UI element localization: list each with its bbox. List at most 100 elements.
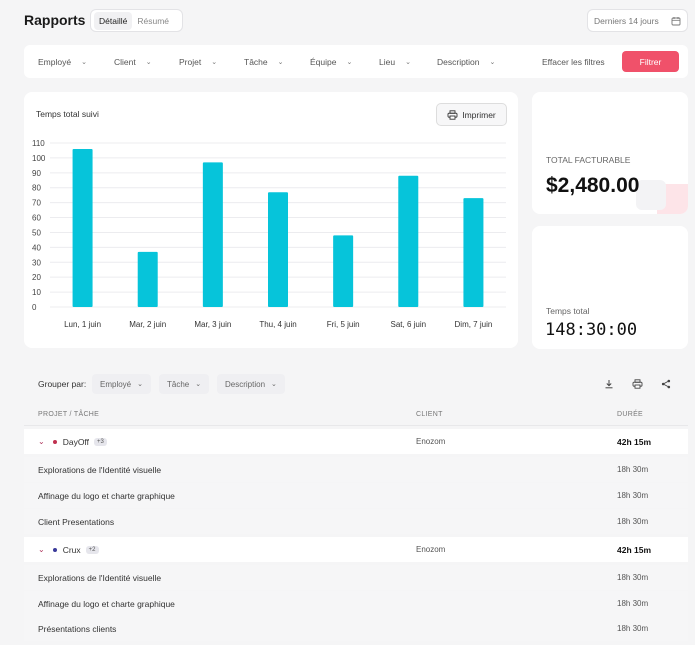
task-name: Affinage du logo et charte graphique <box>38 490 175 501</box>
y-tick-label: 60 <box>32 214 41 223</box>
y-tick-label: 80 <box>32 184 41 193</box>
stat-value: 148:30:00 <box>545 320 638 340</box>
client-name: Enozom <box>416 437 446 446</box>
pill-label: Tâche <box>167 379 190 389</box>
task-name: Explorations de l'Identité visuelle <box>38 572 162 583</box>
bar[interactable] <box>333 235 354 307</box>
filter-label: Client <box>114 56 136 67</box>
page-title: Rapports <box>24 12 86 28</box>
table-row[interactable]: Affinage du logo et charte graphique 18h… <box>24 483 688 508</box>
printer-icon[interactable] <box>629 376 645 392</box>
client-name: Enozom <box>416 545 446 554</box>
bar[interactable] <box>463 198 484 307</box>
duration: 18h 30m <box>617 517 649 526</box>
filter-task[interactable]: Tâche ⌄ <box>244 45 284 78</box>
home-icon <box>546 236 568 258</box>
table-row[interactable]: Explorations de l'Identité visuelle 18h … <box>24 565 688 590</box>
filter-label: Tâche <box>244 56 268 67</box>
stat-label: TOTAL FACTURABLE <box>546 155 631 165</box>
chevron-down-icon: ⌄ <box>195 381 202 388</box>
x-tick-label: Lun, 1 juin <box>64 320 101 329</box>
y-tick-label: 30 <box>32 258 41 267</box>
print-button[interactable]: Imprimer <box>436 103 507 126</box>
task-name: Client Presentations <box>38 516 115 527</box>
group-by-task[interactable]: Tâche ⌄ <box>159 374 210 394</box>
download-icon[interactable] <box>601 376 617 392</box>
chevron-down-icon[interactable]: ⌄ <box>38 545 45 554</box>
tab-detailed[interactable]: Détaillé <box>94 11 133 30</box>
chevron-down-icon: ⌄ <box>489 58 496 66</box>
date-range-label: Derniers 14 jours <box>594 15 659 26</box>
duration: 42h 15m <box>617 436 652 447</box>
chevron-down-icon: ⌄ <box>405 58 411 66</box>
column-duration: DURÉE <box>617 411 644 418</box>
table-header: PROJET / TÂCHE CLIENT DURÉE <box>24 404 688 426</box>
filter-employee[interactable]: Employé ⌄ <box>38 45 87 78</box>
print-label: Imprimer <box>462 109 496 120</box>
bar[interactable] <box>398 175 419 307</box>
table-row[interactable]: Explorations de l'Identité visuelle 18h … <box>24 457 688 482</box>
duration: 18h 30m <box>617 624 649 633</box>
y-tick-label: 110 <box>32 139 45 148</box>
share-icon[interactable] <box>658 376 674 392</box>
y-tick-label: 40 <box>32 243 41 252</box>
project-name: DayOff <box>62 436 89 447</box>
bar[interactable] <box>202 162 223 307</box>
card-decoration <box>636 180 666 210</box>
filter-label: Équipe <box>310 56 337 67</box>
x-tick-label: Mar, 2 juin <box>129 320 166 329</box>
chart-panel: 0 10 20 30 40 50 60 70 80 90 100 110 Lun, 1 juin Mar,… <box>24 92 518 348</box>
group-by-employee[interactable]: Employé ⌄ <box>92 374 151 394</box>
bar[interactable] <box>137 251 158 307</box>
x-tick-label: Mar, 3 juin <box>194 320 231 329</box>
total-time-card: Temps total 148:30:00 <box>532 226 688 349</box>
bar-chart: 0 10 20 30 40 50 60 70 80 90 100 110 Lun, 1 juin Mar,… <box>32 139 506 329</box>
filter-project[interactable]: Projet ⌄ <box>179 45 217 78</box>
bar[interactable] <box>72 148 93 307</box>
chevron-down-icon: ⌄ <box>271 381 277 388</box>
filter-label: Projet <box>179 56 202 67</box>
chevron-down-icon: ⌄ <box>211 58 218 66</box>
duration: 18h 30m <box>617 599 649 608</box>
billing-icon <box>546 106 568 128</box>
y-tick-label: 70 <box>32 199 41 208</box>
column-client: CLIENT <box>416 411 443 418</box>
duration: 18h 30m <box>617 573 649 582</box>
stat-label: Temps total <box>546 306 590 316</box>
group-by-description[interactable]: Description ⌄ <box>217 374 285 394</box>
tab-summary[interactable]: Résumé <box>137 15 170 26</box>
chart-title: Temps total suivi <box>36 109 99 119</box>
y-tick-label: 10 <box>32 288 41 297</box>
chevron-down-icon[interactable]: ⌄ <box>38 437 45 446</box>
duration: 42h 15m <box>617 544 652 555</box>
clear-filters-link[interactable]: Effacer les filtres <box>542 56 605 67</box>
calendar-icon <box>671 16 681 25</box>
chevron-down-icon: ⌄ <box>277 58 284 66</box>
printer-icon <box>447 109 458 120</box>
pill-label: Employé <box>100 379 132 389</box>
y-tick-label: 0 <box>32 303 37 312</box>
group-row-dayoff[interactable]: ⌄ DayOff +3 Enozom 42h 15m <box>24 429 688 454</box>
project-color-dot <box>52 547 57 552</box>
date-range-picker[interactable]: Derniers 14 jours <box>587 9 688 32</box>
group-row-crux[interactable]: ⌄ Crux +2 Enozom 42h 15m <box>24 537 688 562</box>
filter-team[interactable]: Équipe ⌄ <box>310 45 352 78</box>
stat-value: $2,480.00 <box>546 174 640 197</box>
pill-label: Description <box>225 379 266 389</box>
table-row[interactable]: Affinage du logo et charte graphique 18h… <box>24 591 688 616</box>
chevron-down-icon: ⌄ <box>81 58 87 66</box>
x-tick-label: Thu, 4 juin <box>259 320 296 329</box>
task-name: Explorations de l'Identité visuelle <box>38 464 162 475</box>
count-badge: +3 <box>94 437 107 446</box>
filter-location[interactable]: Lieu ⌄ <box>379 45 411 78</box>
bar[interactable] <box>268 192 288 307</box>
filter-description[interactable]: Description ⌄ <box>437 45 495 78</box>
filter-client[interactable]: Client ⌄ <box>114 45 152 78</box>
project-color-dot <box>52 439 57 444</box>
table-row[interactable]: Client Presentations 18h 30m <box>24 509 688 534</box>
billable-total-card: TOTAL FACTURABLE $2,480.00 <box>532 92 688 214</box>
apply-filter-button[interactable]: Filtrer <box>622 51 679 72</box>
y-tick-label: 50 <box>32 228 41 237</box>
filter-label: Lieu <box>379 56 396 67</box>
table-row[interactable]: Présentations clients 18h 30m <box>24 616 688 641</box>
